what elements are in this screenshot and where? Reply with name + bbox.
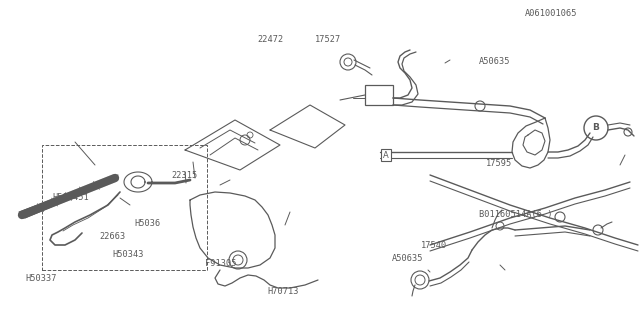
Text: A061001065: A061001065	[525, 9, 577, 18]
Text: H50337: H50337	[26, 274, 57, 283]
Text: A: A	[383, 150, 389, 159]
Text: 17540: 17540	[421, 241, 447, 250]
Text: 22663: 22663	[99, 232, 125, 241]
Text: 17595: 17595	[486, 159, 513, 168]
Text: H50343: H50343	[112, 250, 143, 259]
Text: 22472: 22472	[257, 35, 284, 44]
Text: H70713: H70713	[268, 287, 299, 296]
Text: H5036: H5036	[134, 219, 161, 228]
Text: A50635: A50635	[479, 57, 510, 66]
Text: F91305: F91305	[205, 260, 236, 268]
Text: H503451: H503451	[52, 193, 89, 202]
Text: B01160514A(6 ): B01160514A(6 )	[479, 210, 552, 219]
Text: 17527: 17527	[315, 35, 341, 44]
Bar	[42, 145, 207, 270]
Text: B: B	[593, 124, 600, 132]
Bar	[365, 85, 393, 105]
Text: 22315: 22315	[172, 171, 198, 180]
Text: A50635: A50635	[392, 254, 424, 263]
